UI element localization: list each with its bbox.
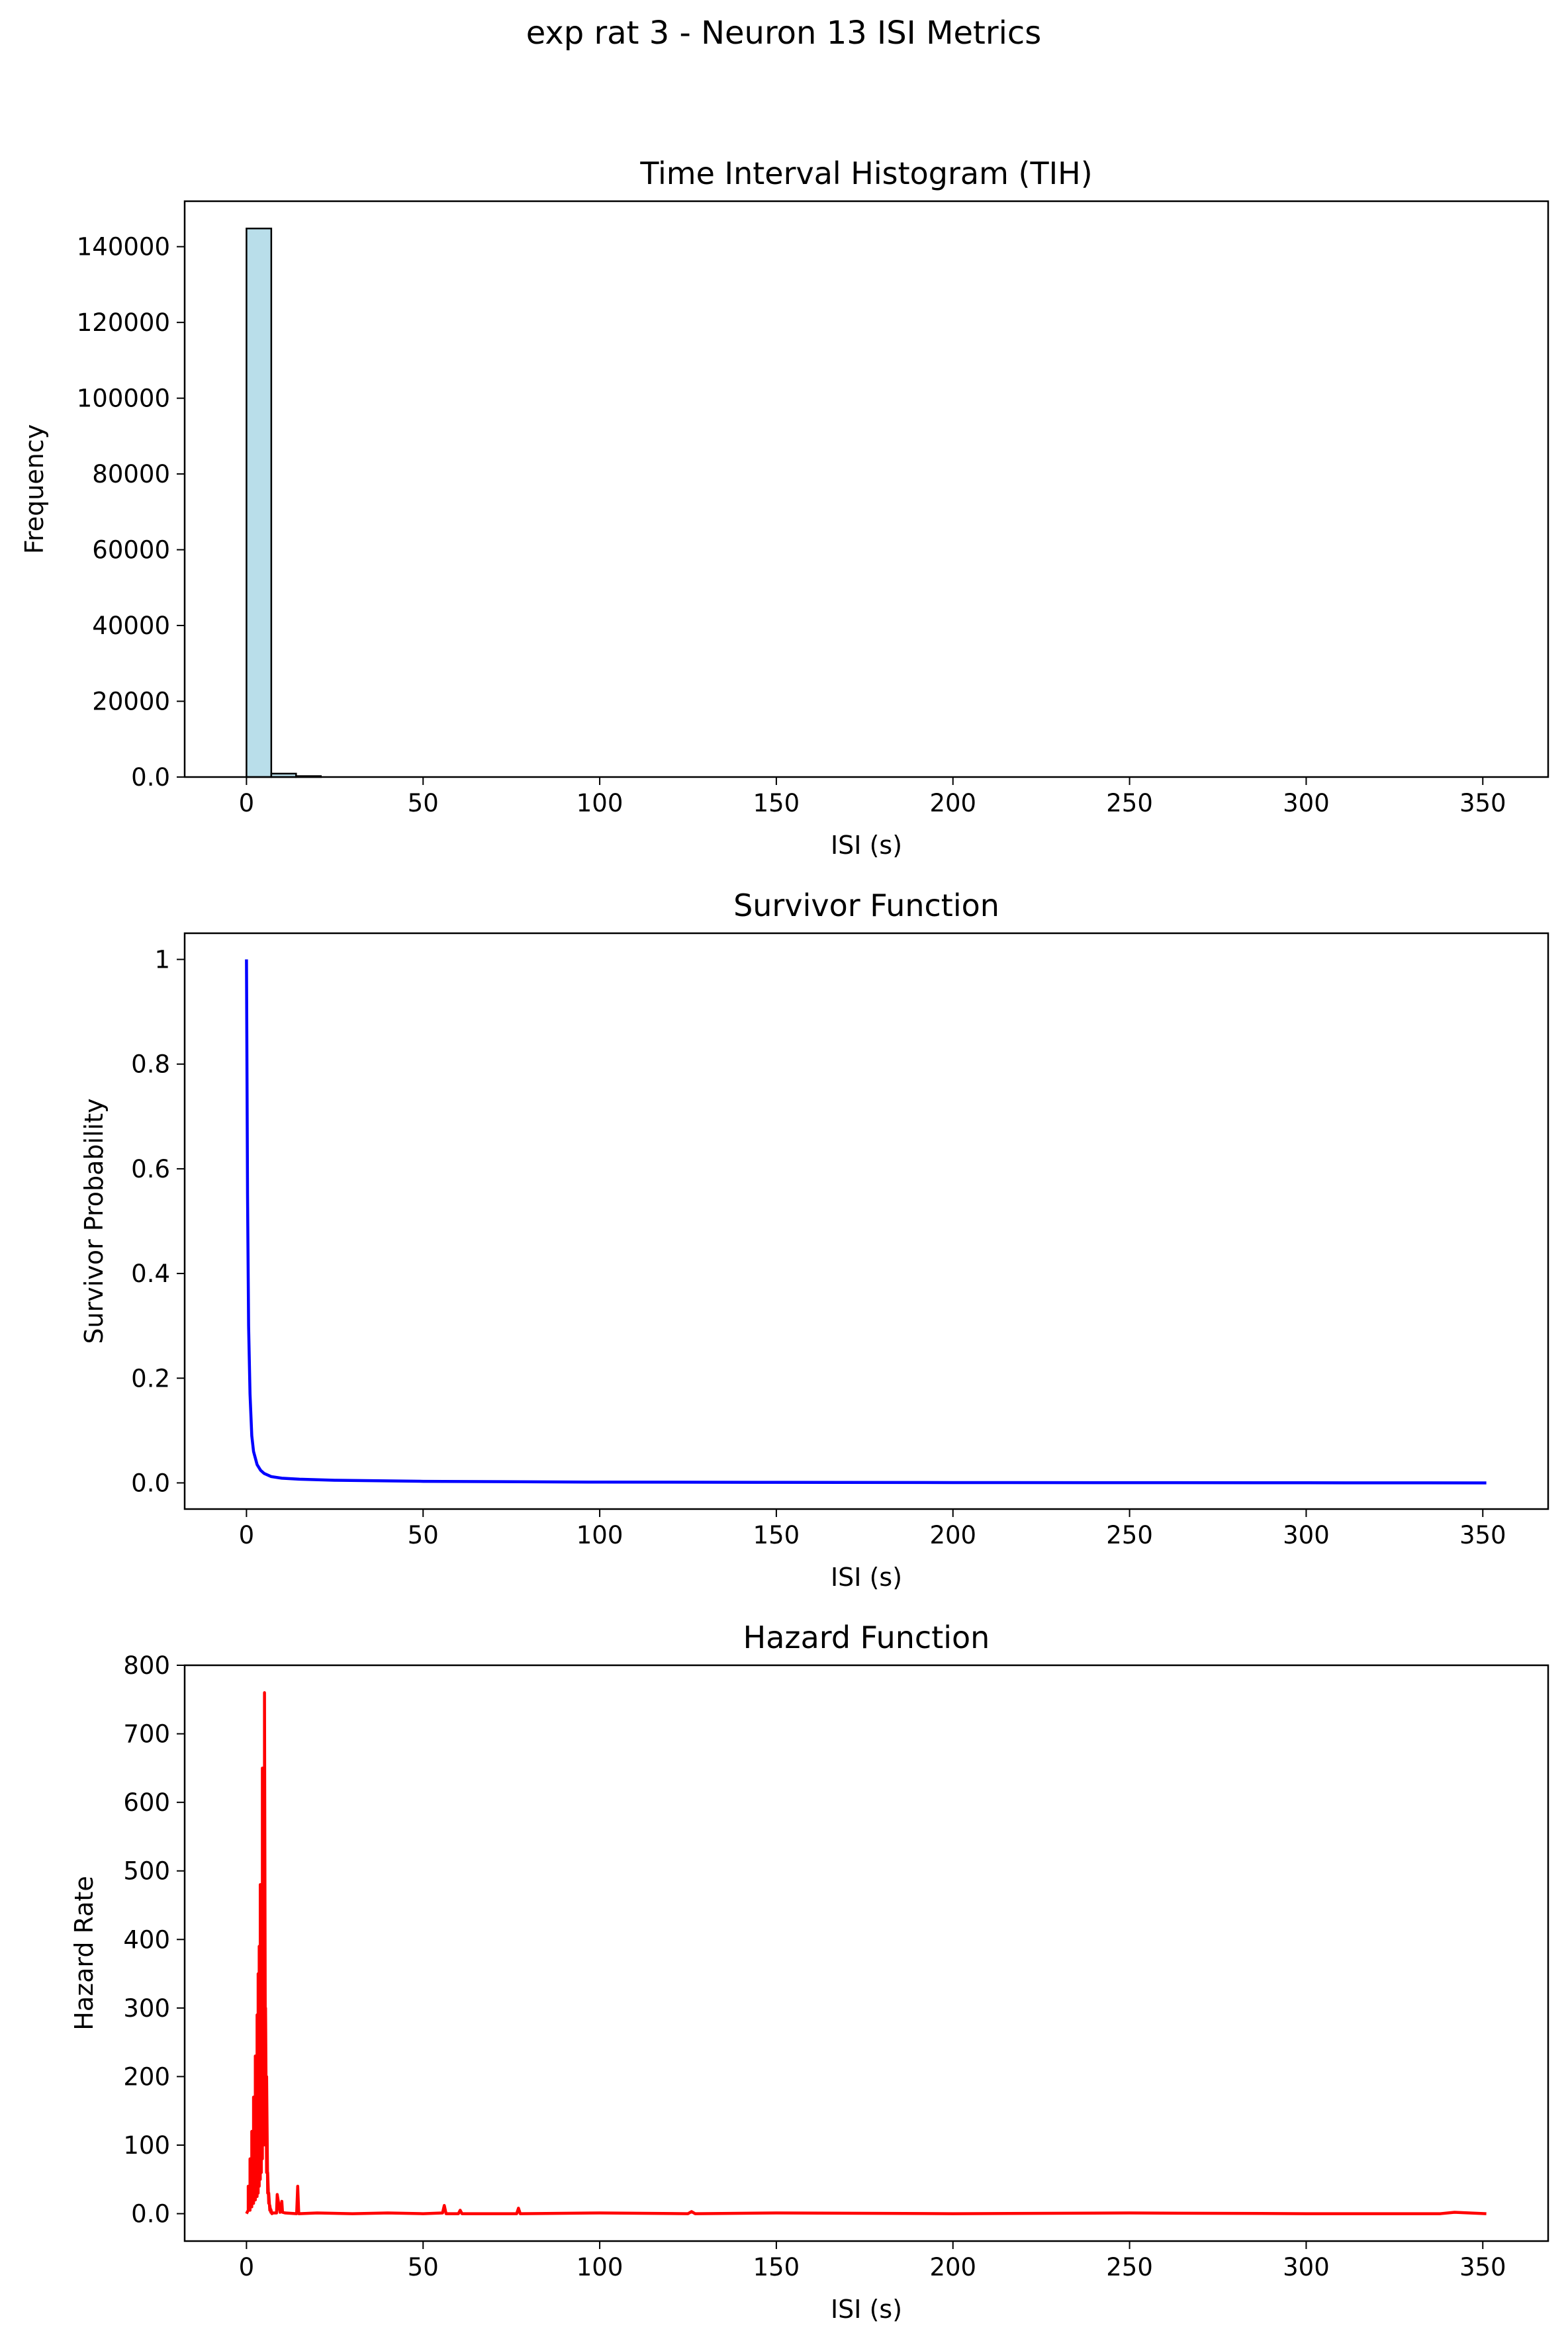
hazard-x-tick-label: 100 <box>576 2253 623 2281</box>
survivor-y-tick-label: 1 <box>154 946 170 974</box>
histogram-x-ticks: 0 50 100 150 200 250 300 350 <box>239 777 1506 817</box>
survivor-x-tick-label: 250 <box>1106 1521 1153 1549</box>
survivor-y-axis-label: Survivor Probability <box>79 1098 109 1344</box>
hazard-x-tick-label: 150 <box>753 2253 800 2281</box>
survivor-x-axis-label: ISI (s) <box>831 1563 902 1592</box>
hazard-x-tick-label: 300 <box>1283 2253 1330 2281</box>
survivor-y-tick-label: 0.2 <box>131 1364 170 1393</box>
hazard-y-tick-label: 100 <box>123 2131 170 2160</box>
survivor-x-ticks: 0 50 100 150 200 250 300 350 <box>239 1509 1506 1549</box>
hazard-x-tick-label: 0 <box>239 2253 255 2281</box>
hazard-y-tick-label: 700 <box>123 1720 170 1749</box>
survivor-y-tick-label: 0.8 <box>131 1050 170 1079</box>
survivor-x-tick-label: 50 <box>408 1521 439 1549</box>
survivor-x-tick-label: 350 <box>1459 1521 1506 1549</box>
histogram-x-tick-label: 250 <box>1106 789 1153 817</box>
histogram-y-tick-label: 20000 <box>92 688 170 716</box>
survivor-x-tick-label: 300 <box>1283 1521 1330 1549</box>
hazard-y-tick-label: 400 <box>123 1925 170 1954</box>
survivor-y-ticks: 0.0 0.2 0.4 0.6 0.8 1 <box>131 946 185 1497</box>
histogram-x-axis-label: ISI (s) <box>831 831 902 860</box>
hazard-x-axis-label: ISI (s) <box>831 2295 902 2324</box>
hazard-x-tick-label: 50 <box>408 2253 439 2281</box>
histogram-y-tick-label: 40000 <box>92 612 170 640</box>
histogram-y-tick-label: 100000 <box>77 385 170 413</box>
figure-suptitle: exp rat 3 - Neuron 13 ISI Metrics <box>526 15 1042 52</box>
histogram-x-tick-label: 200 <box>929 789 976 817</box>
histogram-y-tick-label: 80000 <box>92 460 170 488</box>
histogram-y-tick-label: 120000 <box>77 308 170 337</box>
hazard-y-tick-label: 500 <box>123 1857 170 1886</box>
histogram-x-tick-label: 350 <box>1459 789 1506 817</box>
survivor-axes-frame <box>183 932 1549 1510</box>
histogram-axes-frame <box>183 200 1549 778</box>
hazard-y-tick-label: 0.0 <box>131 2200 170 2229</box>
hazard-panel: Hazard Function 0 50 100 150 200 250 300 350 0.… <box>69 1620 1549 2324</box>
hazard-y-axis-label: Hazard Rate <box>69 1876 99 2030</box>
hazard-y-tick-label: 800 <box>123 1651 170 1680</box>
histogram-bar <box>246 227 273 778</box>
hazard-title: Hazard Function <box>743 1620 990 1655</box>
survivor-title: Survivor Function <box>733 888 999 923</box>
survivor-y-tick-label: 0.0 <box>131 1469 170 1497</box>
histogram-plot-area <box>246 227 322 778</box>
histogram-y-tick-label: 0.0 <box>131 763 170 792</box>
histogram-x-tick-label: 50 <box>408 789 439 817</box>
survivor-y-tick-label: 0.6 <box>131 1155 170 1183</box>
hazard-x-ticks: 0 50 100 150 200 250 300 350 <box>239 2241 1506 2281</box>
hazard-y-tick-label: 200 <box>123 2062 170 2091</box>
survivor-x-tick-label: 200 <box>929 1521 976 1549</box>
hazard-y-ticks: 0.0 100 200 300 400 500 600 700 800 <box>123 1651 185 2229</box>
survivor-x-tick-label: 150 <box>753 1521 800 1549</box>
survivor-panel: Survivor Function 0 50 100 150 200 250 300 350 … <box>79 888 1549 1592</box>
survivor-plot-area <box>245 959 1487 1485</box>
hazard-x-tick-label: 350 <box>1459 2253 1506 2281</box>
histogram-x-tick-label: 100 <box>576 789 623 817</box>
hazard-y-tick-label: 600 <box>123 1788 170 1817</box>
survivor-x-tick-label: 100 <box>576 1521 623 1549</box>
histogram-panel: Time Interval Histogram (TIH) 0 50 100 150 2… <box>20 156 1549 860</box>
histogram-x-tick-label: 0 <box>239 789 255 817</box>
histogram-y-axis-label: Frequency <box>20 424 49 554</box>
histogram-y-tick-label: 140000 <box>77 233 170 261</box>
histogram-x-tick-label: 150 <box>753 789 800 817</box>
hazard-x-tick-label: 250 <box>1106 2253 1153 2281</box>
hazard-x-tick-label: 200 <box>929 2253 976 2281</box>
survivor-series-line <box>245 959 1487 1485</box>
hazard-axes-frame <box>183 1664 1549 2242</box>
hazard-plot-area <box>245 1691 1487 2215</box>
histogram-y-ticks: 0.0 20000 40000 60000 80000 100000 120000 14000… <box>77 233 185 792</box>
hazard-series-line <box>245 1691 1487 2215</box>
survivor-y-tick-label: 0.4 <box>131 1260 170 1288</box>
hazard-y-tick-label: 300 <box>123 1994 170 2023</box>
survivor-x-tick-label: 0 <box>239 1521 255 1549</box>
histogram-title: Time Interval Histogram (TIH) <box>639 156 1092 191</box>
histogram-y-tick-label: 60000 <box>92 536 170 565</box>
histogram-x-tick-label: 300 <box>1283 789 1330 817</box>
